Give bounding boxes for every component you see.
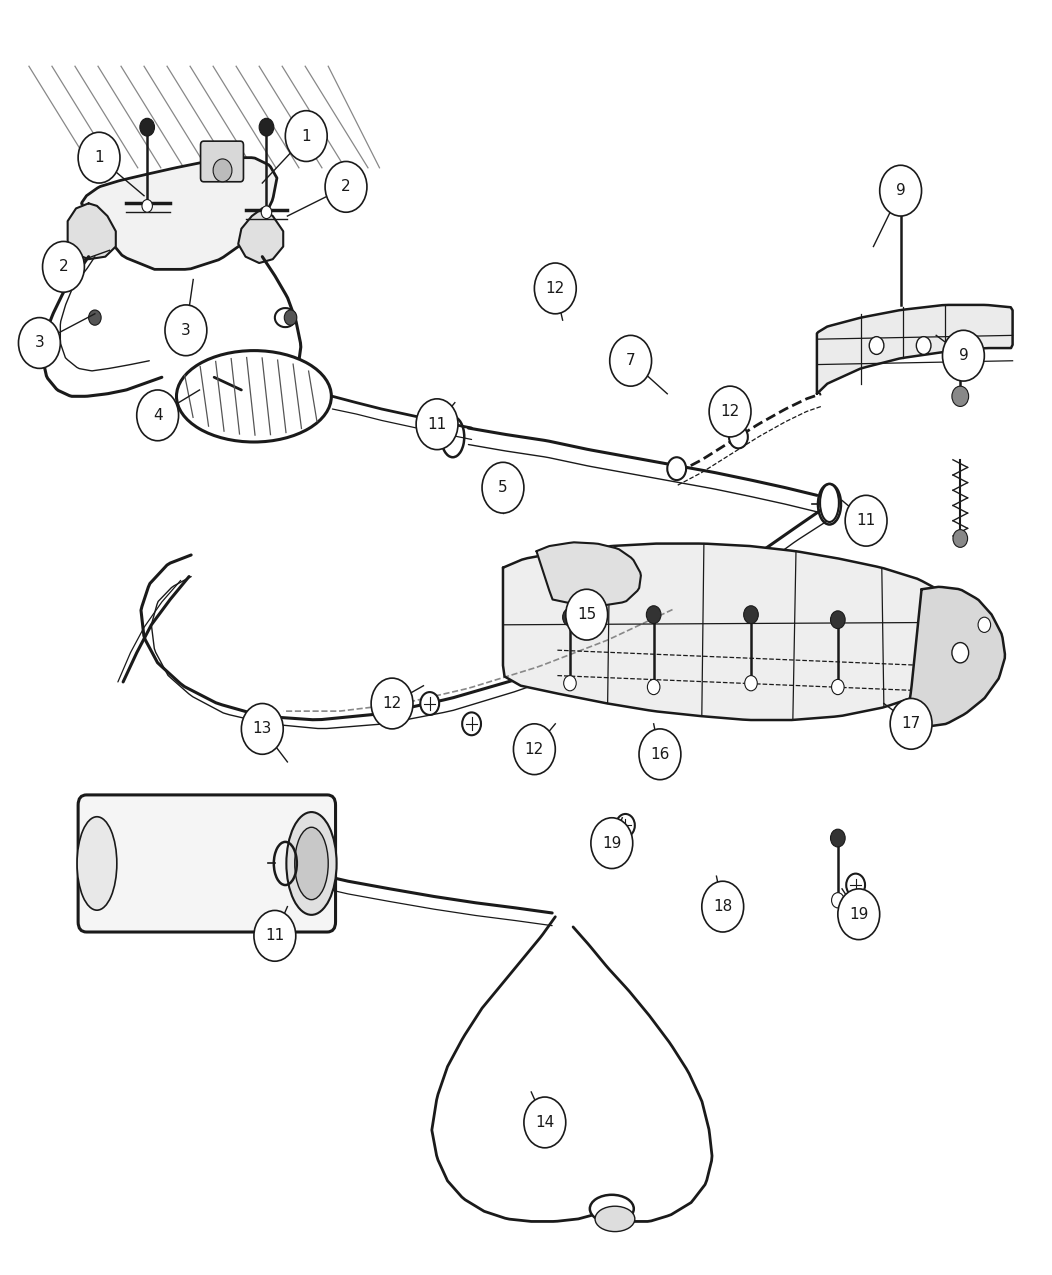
Ellipse shape [595, 1206, 634, 1232]
Text: 12: 12 [383, 696, 402, 711]
Circle shape [830, 829, 845, 847]
Circle shape [19, 317, 60, 368]
Circle shape [524, 1096, 566, 1148]
Circle shape [462, 713, 481, 736]
Circle shape [639, 729, 681, 780]
Circle shape [610, 335, 651, 386]
Text: 15: 15 [578, 607, 596, 622]
Circle shape [647, 680, 660, 695]
Circle shape [137, 390, 179, 441]
Circle shape [42, 241, 84, 292]
Circle shape [943, 330, 985, 381]
Circle shape [564, 676, 576, 691]
Ellipse shape [286, 812, 337, 915]
Circle shape [214, 159, 231, 182]
Polygon shape [67, 203, 116, 259]
Text: 19: 19 [602, 835, 622, 850]
Circle shape [960, 337, 975, 354]
Text: 16: 16 [650, 747, 670, 761]
Polygon shape [238, 208, 283, 263]
Circle shape [261, 205, 271, 218]
Circle shape [142, 200, 153, 212]
Circle shape [869, 337, 884, 354]
Circle shape [417, 399, 458, 450]
Ellipse shape [821, 484, 838, 521]
Circle shape [259, 119, 274, 136]
Text: 11: 11 [427, 417, 447, 432]
Circle shape [616, 813, 634, 836]
Text: 9: 9 [895, 184, 906, 198]
Text: 11: 11 [856, 514, 875, 528]
Text: 9: 9 [958, 348, 968, 363]
Polygon shape [817, 305, 1013, 394]
Circle shape [165, 305, 207, 356]
Text: 13: 13 [252, 722, 272, 737]
Text: 5: 5 [499, 481, 508, 495]
Text: 12: 12 [721, 404, 740, 419]
Circle shape [78, 133, 120, 184]
Circle shape [88, 310, 101, 325]
Circle shape [534, 263, 576, 314]
Circle shape [140, 119, 155, 136]
Ellipse shape [295, 827, 328, 900]
Circle shape [845, 495, 887, 546]
FancyBboxPatch shape [78, 794, 336, 932]
Text: 12: 12 [525, 742, 544, 756]
Circle shape [837, 889, 879, 940]
Circle shape [891, 177, 910, 200]
Circle shape [702, 881, 744, 932]
Circle shape [729, 426, 748, 449]
Circle shape [745, 676, 757, 691]
Circle shape [482, 463, 524, 513]
Text: 19: 19 [849, 907, 869, 922]
Circle shape [254, 910, 296, 961]
Circle shape [371, 678, 413, 729]
Circle shape [879, 166, 922, 215]
Circle shape [709, 386, 751, 437]
Text: 1: 1 [302, 129, 311, 144]
Polygon shape [503, 543, 973, 720]
Circle shape [284, 310, 297, 325]
Polygon shape [537, 542, 641, 606]
Text: 14: 14 [535, 1114, 554, 1130]
Text: 1: 1 [95, 150, 104, 166]
Polygon shape [908, 586, 1005, 727]
Text: 11: 11 [265, 928, 284, 944]
Circle shape [831, 892, 844, 908]
Text: 2: 2 [59, 259, 68, 274]
Circle shape [241, 704, 283, 755]
Circle shape [566, 589, 608, 640]
Polygon shape [82, 158, 277, 269]
Circle shape [890, 699, 932, 750]
Text: 12: 12 [546, 280, 565, 296]
Circle shape [563, 608, 578, 626]
Circle shape [667, 458, 686, 481]
Text: 3: 3 [35, 335, 44, 351]
Circle shape [916, 337, 931, 354]
Circle shape [646, 606, 661, 623]
Circle shape [421, 692, 439, 715]
Circle shape [978, 617, 991, 632]
Circle shape [952, 386, 969, 407]
Circle shape [953, 529, 968, 547]
Circle shape [830, 611, 845, 629]
Text: 7: 7 [626, 353, 635, 368]
Text: 18: 18 [713, 899, 732, 914]
Circle shape [591, 817, 632, 868]
Text: 4: 4 [153, 408, 162, 423]
Text: 2: 2 [341, 180, 350, 194]
Circle shape [952, 643, 969, 663]
Text: 3: 3 [181, 323, 190, 338]
Circle shape [513, 724, 555, 775]
Circle shape [846, 873, 865, 896]
Ellipse shape [177, 351, 331, 442]
Circle shape [831, 680, 844, 695]
Circle shape [744, 606, 758, 623]
Ellipse shape [77, 817, 117, 910]
Circle shape [285, 111, 327, 162]
Circle shape [325, 162, 367, 212]
FancyBboxPatch shape [201, 142, 243, 182]
Text: 17: 17 [902, 717, 920, 732]
Ellipse shape [590, 1195, 633, 1223]
